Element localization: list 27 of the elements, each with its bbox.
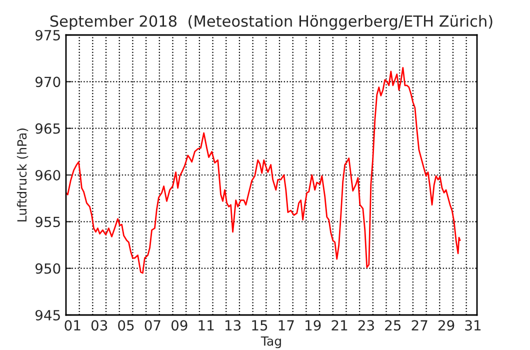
x-tick-label: 03 <box>91 320 108 331</box>
x-tick-label: 11 <box>198 320 214 330</box>
x-tick-label: 23 <box>358 320 374 331</box>
x-tick-label: 31 <box>465 320 481 331</box>
y-tick-label: 950 <box>35 263 60 274</box>
x-tick-label: 09 <box>171 320 188 331</box>
y-tick-label: 975 <box>35 30 60 40</box>
chart-title: September 2018 (Meteostation Hönggerberg/ETH Zürich) <box>50 15 492 30</box>
x-tick-label: 27 <box>412 320 428 330</box>
y-tick-label: 970 <box>35 76 60 88</box>
x-tick-label: 05 <box>118 320 134 331</box>
x-tick-label: 29 <box>438 320 454 331</box>
y-axis-title: Luftdruck (hPa) <box>16 128 28 222</box>
y-tick-label: 965 <box>35 123 60 134</box>
x-tick-label: 21 <box>332 320 348 330</box>
y-tick-label: 960 <box>35 170 60 180</box>
x-tick-label: 13 <box>225 320 241 331</box>
line-series <box>66 66 461 274</box>
x-tick-label: 15 <box>252 320 268 331</box>
x-tick-label: 01 <box>64 320 80 331</box>
y-tick-label: 945 <box>35 310 60 320</box>
x-axis-title: Tag <box>260 336 281 348</box>
y-tick-label: 955 <box>35 216 60 228</box>
x-tick-label: 17 <box>278 320 294 330</box>
x-tick-label: 19 <box>306 320 321 331</box>
x-tick-label: 07 <box>144 320 160 331</box>
x-tick-label: 25 <box>385 320 401 331</box>
